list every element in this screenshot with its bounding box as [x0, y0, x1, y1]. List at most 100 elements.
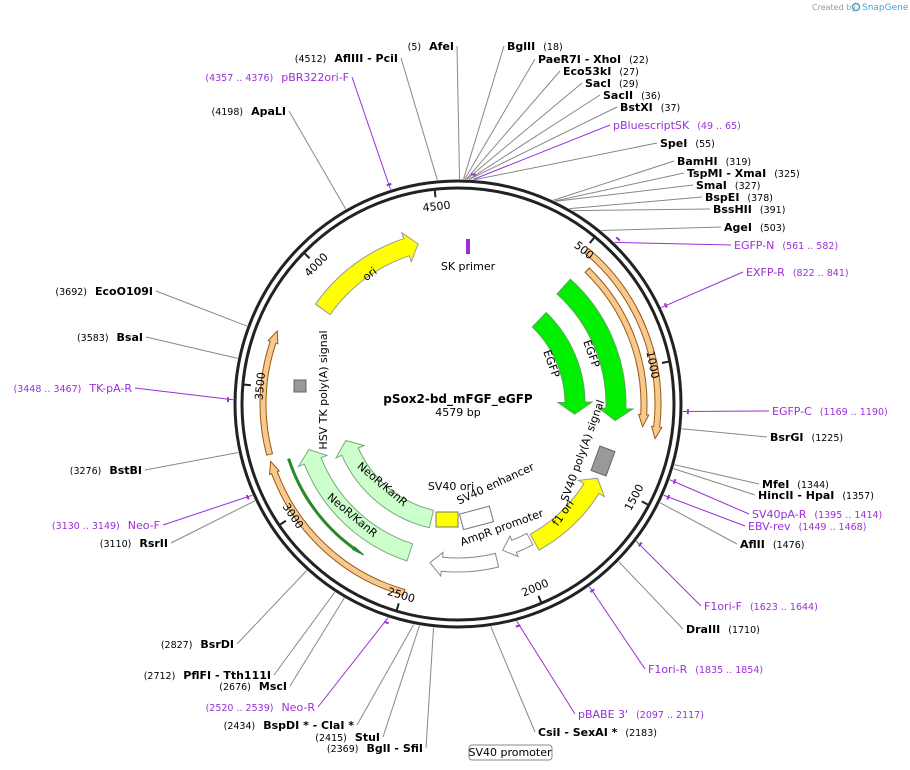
label-name: DraIII [686, 623, 720, 636]
leader-line [382, 625, 420, 738]
site-label: (4357 .. 4376) pBR322ori-F [205, 71, 349, 84]
leader-line [465, 70, 561, 180]
label-name: BsrGI [770, 431, 803, 444]
label-position: (1623 .. 1644) [750, 602, 818, 613]
leader-line [425, 627, 435, 749]
site-label: BspEI (378) [705, 191, 773, 204]
label-name: SpeI [660, 137, 687, 150]
label-position: (3692) [55, 287, 87, 298]
label-name: BstBI [109, 464, 142, 477]
label-name: BspEI [705, 191, 739, 204]
label-name: MscI [259, 680, 287, 693]
leader-line [273, 591, 336, 676]
neor-arrow [334, 439, 435, 529]
brand: SnapGene [862, 3, 909, 13]
site-label: DraIII (1710) [686, 623, 760, 636]
label-name: pBR322ori-F [281, 71, 349, 84]
leader-line [144, 451, 239, 471]
label-position: (4512) [295, 54, 327, 65]
feature-label: HSV TK poly(A) signal [317, 330, 330, 449]
label-name: EGFP-C [772, 405, 812, 418]
label-position: (29) [619, 79, 639, 90]
label-name: HincII - HpaI [758, 489, 834, 502]
site-label: SacI (29) [585, 77, 638, 90]
label-position: (2520 .. 2539) [206, 703, 274, 714]
cds-arrow [259, 329, 279, 456]
site-label: BglII (18) [507, 40, 563, 53]
site-label: SV40pA-R (1395 .. 1414) [752, 508, 882, 521]
leader-line [463, 45, 505, 180]
site-label: (3448 .. 3467) TK-pA-R [14, 382, 133, 395]
primer-mark [663, 302, 668, 309]
feature-button[interactable] [468, 744, 553, 761]
egfp-arrow [531, 311, 594, 415]
label-position: (1344) [797, 480, 829, 491]
label-name: TspMI - XmaI [687, 167, 766, 180]
site-label: (3130 .. 3149) Neo-F [52, 519, 160, 532]
label-name: pBluescriptSK [613, 119, 690, 132]
misc-arrow [287, 458, 365, 556]
primer-mark [383, 620, 390, 625]
site-label: BstXI (37) [620, 101, 680, 114]
plasmid-length: 4579 bp [435, 406, 480, 419]
ruler-tick [278, 519, 287, 527]
label-position: (37) [661, 103, 681, 114]
label-name: ApaLI [251, 105, 286, 118]
ruler-label: 2000 [520, 577, 551, 600]
label-name: F1ori-R [648, 663, 688, 676]
label-position: (2415) [315, 733, 347, 744]
leader-line [162, 494, 253, 526]
label-position: (561 .. 582) [782, 241, 838, 252]
leader-line [569, 196, 703, 210]
label-name: RsrII [139, 537, 168, 550]
ruler-label: 2500 [386, 585, 417, 605]
site-label: PaeR7I - XhoI (22) [538, 53, 649, 66]
primer-mark [466, 239, 470, 254]
site-label: CsiI - SexAI * (2183) [538, 726, 657, 739]
label-position: (391) [760, 205, 786, 216]
ruler-tick [303, 251, 311, 259]
ampr-promoter-arrow [502, 532, 534, 558]
site-label: (3110) RsrII [100, 537, 168, 550]
label-position: (1357) [842, 491, 874, 502]
label-position: (36) [641, 91, 661, 102]
label-name: EBV-rev [748, 520, 791, 533]
leader-line [317, 617, 389, 708]
site-label: F1ori-R (1835 .. 1854) [648, 663, 763, 676]
leader-line [288, 110, 347, 210]
ruler-tick [433, 189, 437, 198]
leader-line [236, 570, 308, 645]
label-name: BsaI [117, 331, 143, 344]
label-position: (3110) [100, 539, 132, 550]
leader-line [474, 142, 658, 181]
polya-box [293, 379, 307, 393]
label-position: (1710) [728, 625, 760, 636]
label-name: BsrDI [200, 638, 234, 651]
label-name: TK-pA-R [88, 382, 132, 395]
feature-button-label[interactable]: SV40 promoter [468, 746, 552, 759]
feature-label: SK primer [441, 260, 496, 273]
label-position: (1225) [811, 433, 843, 444]
site-label: (2434) BspDI * - ClaI * [224, 719, 355, 732]
sv40-enhancer-box [458, 505, 495, 531]
leader-line [588, 586, 646, 670]
site-label: TspMI - XmaI (325) [687, 167, 800, 180]
label-position: (1476) [773, 540, 805, 551]
leader-line [635, 540, 702, 607]
label-position: (378) [747, 193, 773, 204]
label-name: SmaI [696, 179, 727, 192]
label-name: EXFP-R [746, 266, 785, 279]
ruler-tick [395, 603, 400, 612]
site-label: EXFP-R (822 .. 841) [746, 266, 849, 279]
ori-arrow [314, 231, 419, 316]
site-label: (2415) StuI [315, 731, 380, 744]
feature-label: SV40 ori [428, 480, 474, 493]
brand-icon [851, 2, 861, 12]
polya-box [590, 445, 616, 477]
label-name: SV40pA-R [752, 508, 807, 521]
leader-line [170, 500, 256, 544]
label-position: (2097 .. 2117) [636, 710, 704, 721]
leader-line [490, 626, 536, 733]
label-name: AgeI [724, 221, 752, 234]
